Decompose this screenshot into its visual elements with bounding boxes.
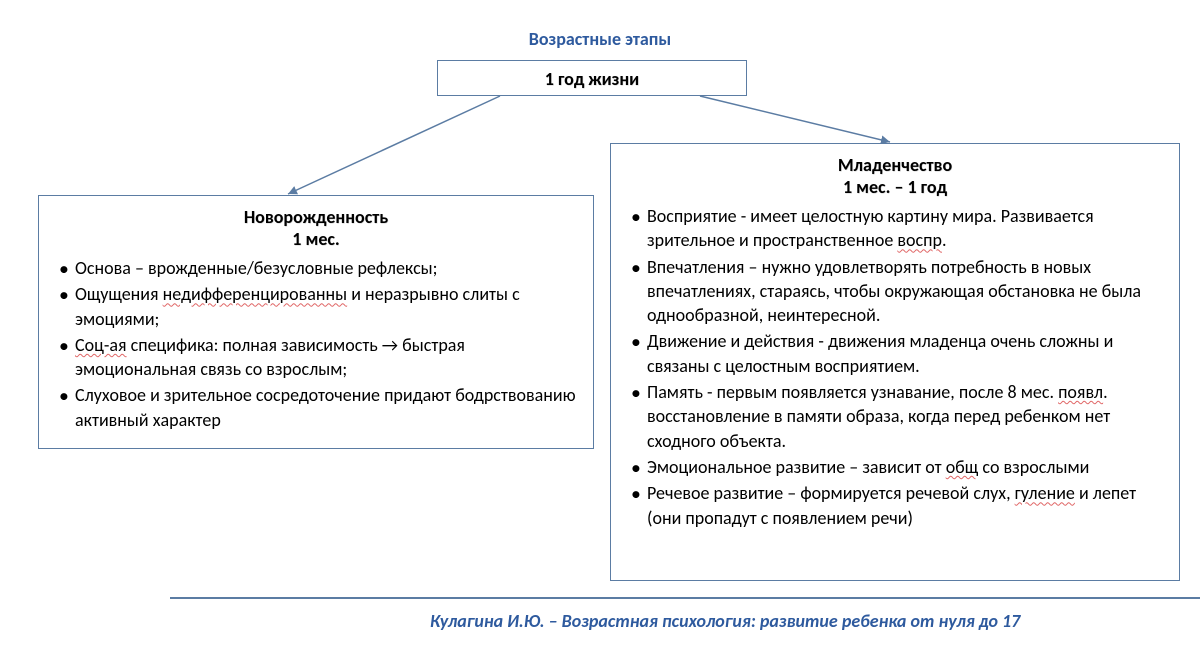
left-node-bullets: Основа – врожденные/безусловные рефлексы… — [53, 256, 579, 432]
left-node-title: Новорожденность — [53, 206, 579, 228]
list-item: Восприятие - имеет целостную картину мир… — [625, 204, 1165, 253]
list-item: Ощущения недифференцированны и неразрывн… — [53, 282, 579, 331]
page-title: Возрастные этапы — [0, 28, 1200, 50]
connector-left — [288, 96, 500, 194]
right-node-subtitle: 1 мес. – 1 год — [625, 176, 1165, 198]
list-item: Память - первым появляется узнавание, по… — [625, 380, 1165, 453]
list-item: Речевое развитие – формируется речевой с… — [625, 481, 1165, 530]
list-item: Движение и действия - движения младенца … — [625, 329, 1165, 378]
footer-citation: Кулагина И.Ю. – Возрастная психология: р… — [430, 610, 1020, 632]
left-node: Новорожденность 1 мес. Основа – врожденн… — [38, 195, 594, 449]
right-node-title: Младенчество — [625, 154, 1165, 176]
list-item: Впечатления – нужно удовлетворять потреб… — [625, 255, 1165, 328]
right-node: Младенчество 1 мес. – 1 год Восприятие -… — [610, 143, 1180, 581]
footer-rule — [170, 597, 1200, 599]
root-node-label: 1 год жизни — [545, 68, 639, 90]
list-item: Соц-ая специфика: полная зависимость → б… — [53, 333, 579, 382]
list-item: Основа – врожденные/безусловные рефлексы… — [53, 256, 579, 280]
root-node: 1 год жизни — [437, 60, 747, 96]
connector-right — [700, 96, 890, 142]
right-node-bullets: Восприятие - имеет целостную картину мир… — [625, 204, 1165, 530]
list-item: Эмоциональное развитие – зависит от общ … — [625, 455, 1165, 479]
list-item: Слуховое и зрительное сосредоточение при… — [53, 383, 579, 432]
left-node-subtitle: 1 мес. — [53, 228, 579, 250]
